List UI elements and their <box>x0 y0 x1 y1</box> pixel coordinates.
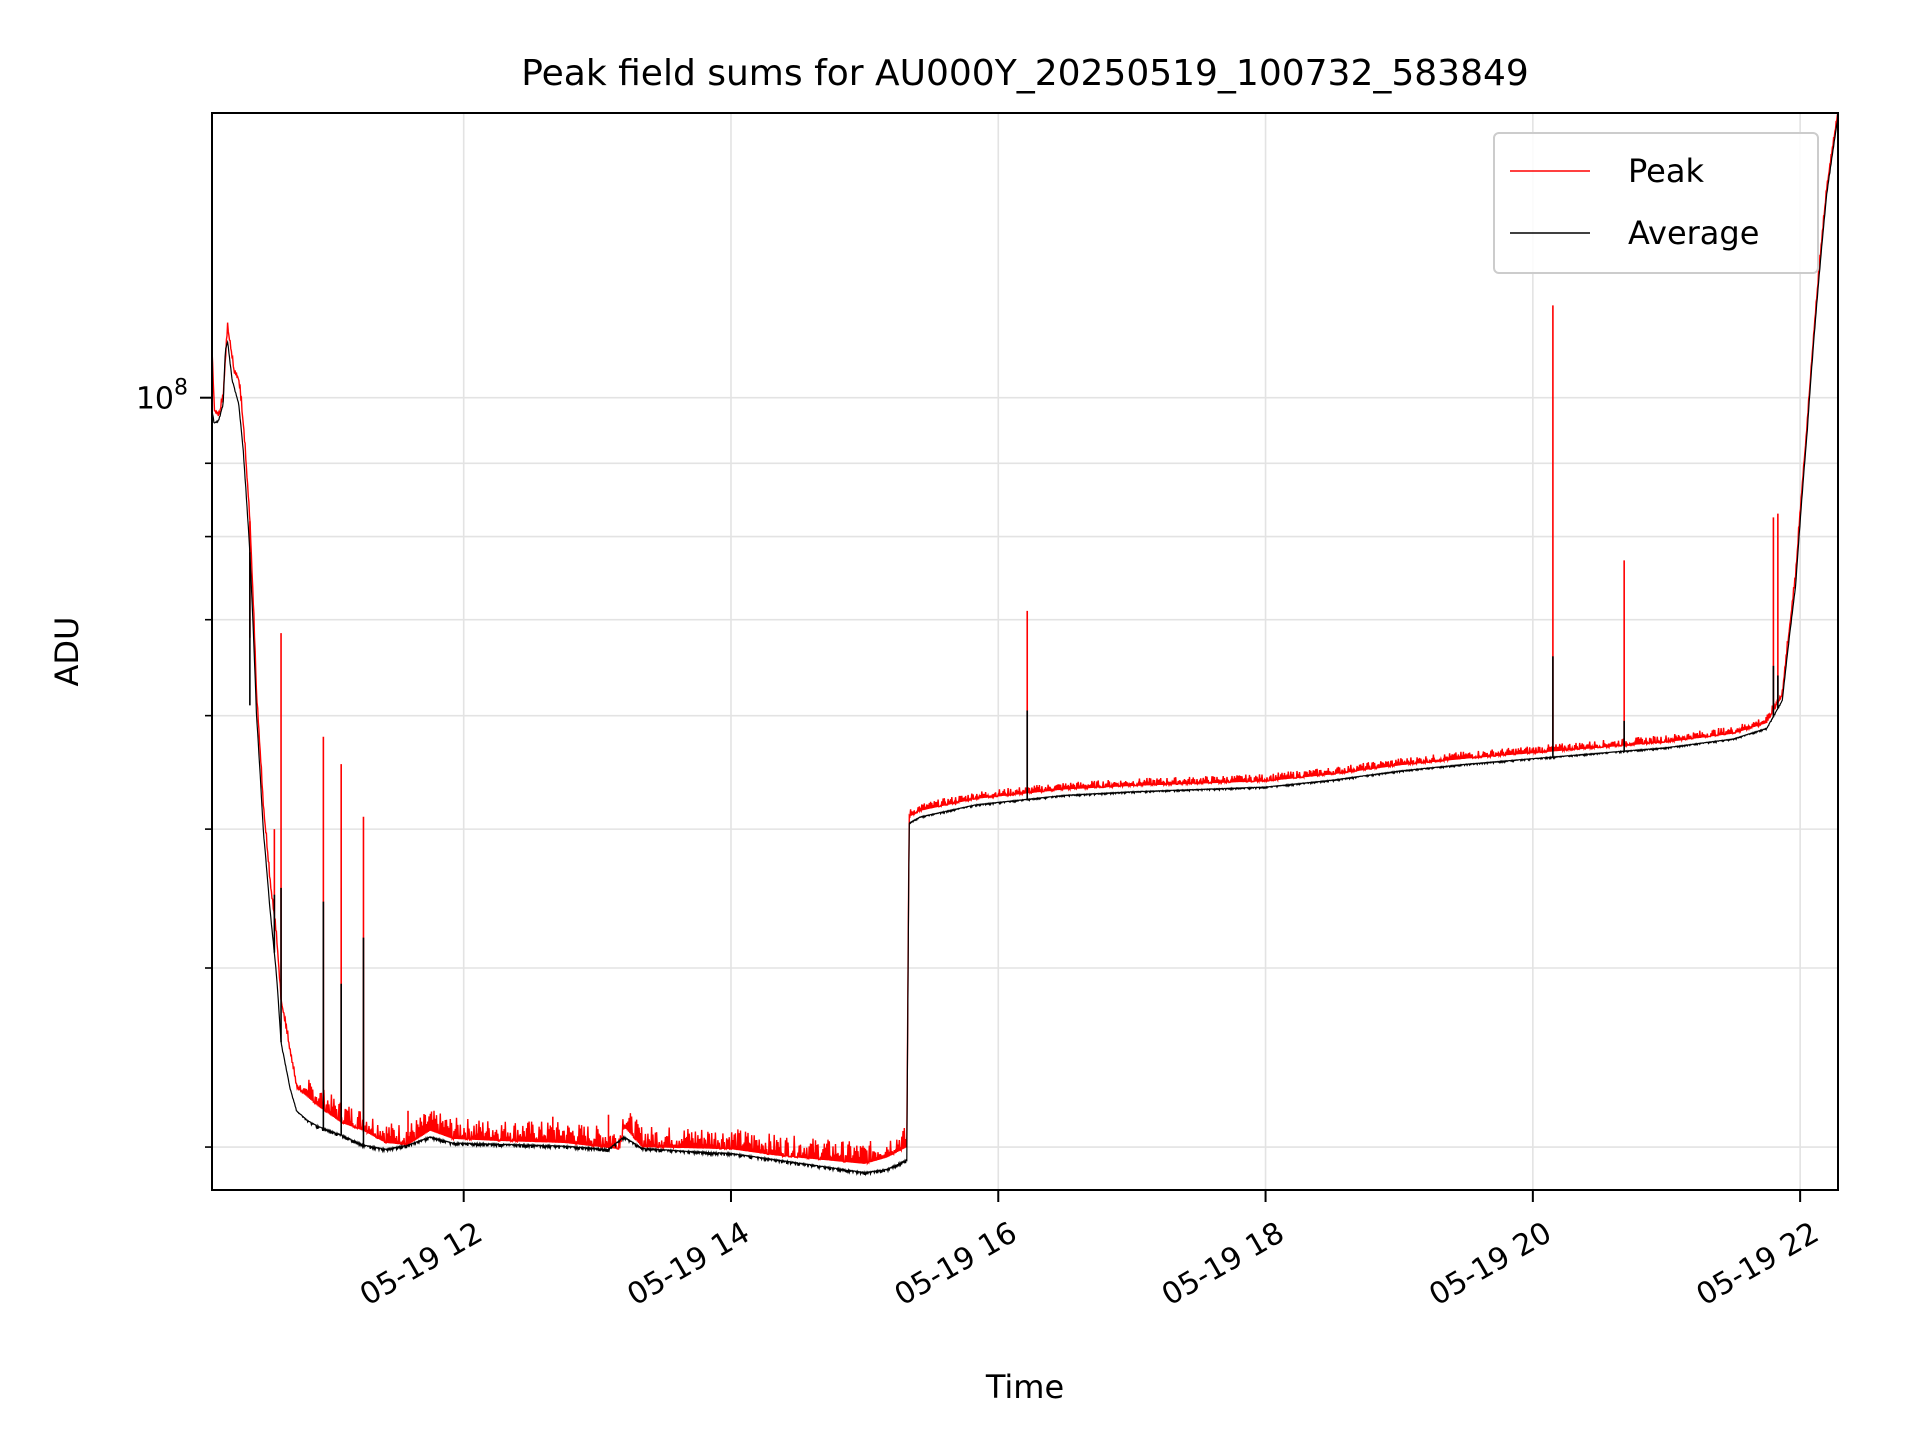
series-line-peak <box>211 112 1839 1166</box>
grid <box>212 113 1838 1190</box>
legend-label-peak: Peak <box>1628 152 1704 190</box>
plot-lines <box>211 112 1839 1177</box>
series-line-average <box>211 116 1839 1177</box>
legend-label-average: Average <box>1628 214 1759 252</box>
series-average <box>211 116 1839 1177</box>
legend-box <box>1493 132 1819 274</box>
plot-frame <box>211 112 1839 1191</box>
y-axis-label: ADU <box>48 617 86 687</box>
chart-title: Peak field sums for AU000Y_20250519_1007… <box>521 53 1529 94</box>
legend: Peak Average <box>1493 132 1819 274</box>
x-axis-label: Time <box>985 1368 1064 1406</box>
